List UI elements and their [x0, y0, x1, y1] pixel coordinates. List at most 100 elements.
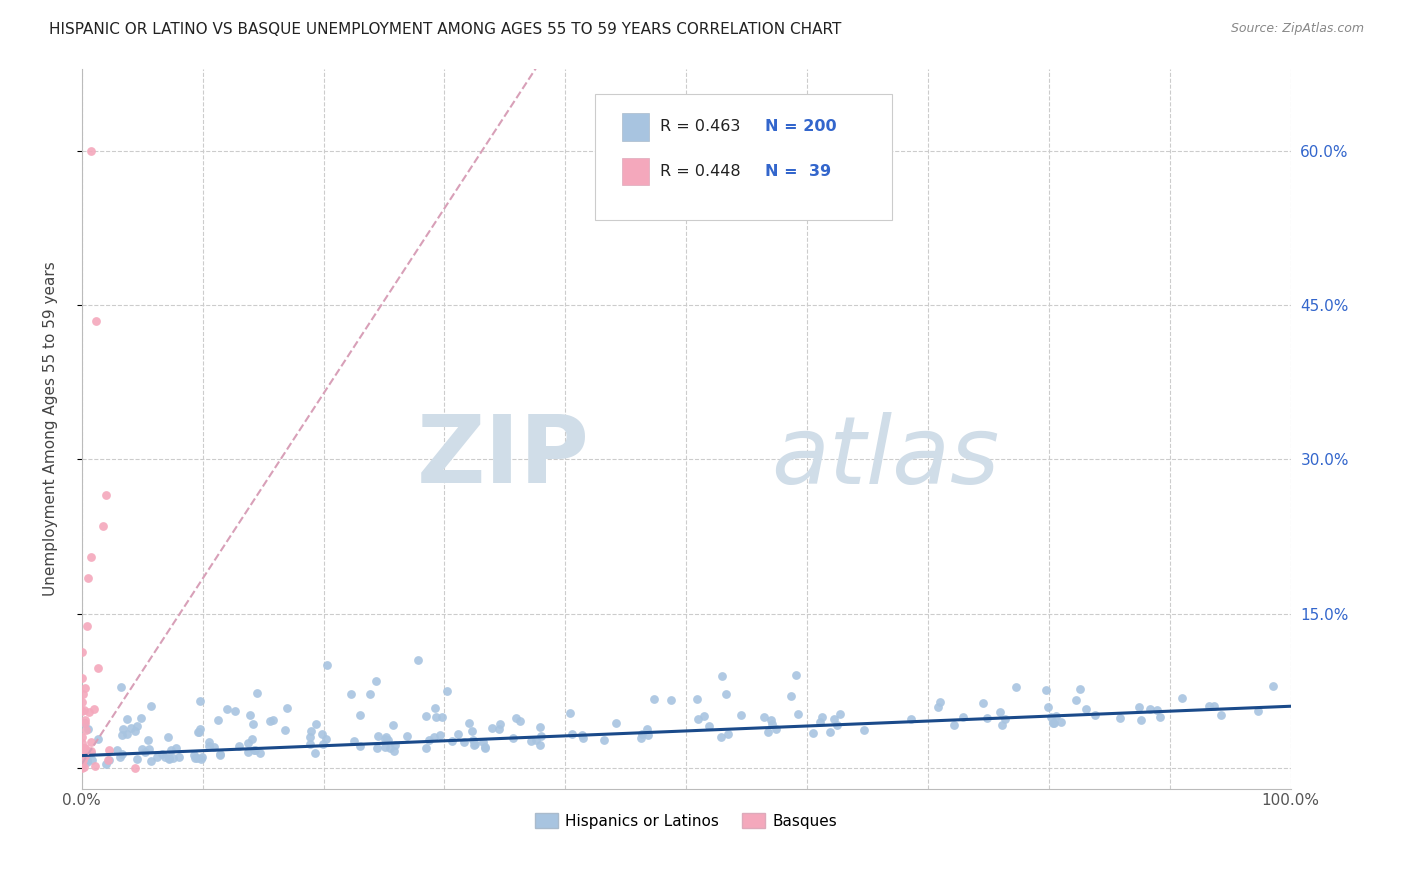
Point	[429, 728, 451, 742]
Point	[298, 737, 321, 751]
FancyBboxPatch shape	[596, 94, 891, 219]
Point	[157, 750, 180, 764]
Point	[73, 740, 96, 755]
Point	[259, 714, 281, 729]
Point	[77, 744, 100, 758]
Point	[1074, 702, 1097, 716]
Point	[1036, 700, 1059, 714]
Point	[1209, 708, 1232, 723]
Point	[382, 744, 405, 758]
Point	[686, 691, 709, 706]
Point	[558, 706, 581, 720]
Point	[77, 705, 100, 719]
Point	[97, 752, 120, 766]
Point	[77, 722, 100, 736]
Point	[765, 722, 787, 736]
Point	[1261, 679, 1284, 693]
Point	[73, 716, 96, 731]
Text: Source: ZipAtlas.com: Source: ZipAtlas.com	[1230, 22, 1364, 36]
Point	[367, 729, 389, 743]
Point	[159, 742, 181, 756]
Point	[717, 726, 740, 740]
Point	[686, 712, 709, 726]
Point	[761, 717, 783, 731]
Point	[976, 711, 998, 725]
Point	[453, 735, 475, 749]
Point	[395, 729, 418, 743]
Point	[457, 715, 479, 730]
Point	[808, 714, 831, 729]
Point	[80, 550, 103, 565]
Point	[710, 669, 733, 683]
Point	[509, 714, 531, 729]
Point	[374, 730, 396, 744]
Point	[243, 743, 266, 757]
Point	[190, 750, 212, 764]
Point	[93, 519, 115, 533]
Point	[80, 144, 103, 158]
Point	[190, 751, 212, 765]
Point	[207, 714, 229, 728]
Point	[246, 686, 269, 700]
Point	[262, 713, 284, 727]
Point	[415, 740, 437, 755]
Point	[366, 674, 388, 689]
Point	[785, 667, 807, 681]
Point	[75, 749, 97, 764]
Point	[97, 753, 120, 767]
Point	[994, 712, 1017, 726]
Point	[693, 709, 716, 723]
Point	[72, 741, 94, 756]
Text: N = 200: N = 200	[765, 120, 837, 135]
Point	[249, 746, 271, 760]
Y-axis label: Unemployment Among Ages 55 to 59 years: Unemployment Among Ages 55 to 59 years	[44, 261, 58, 596]
Point	[167, 750, 190, 764]
Point	[243, 742, 266, 756]
Point	[131, 741, 153, 756]
Point	[561, 727, 583, 741]
Point	[758, 724, 780, 739]
Point	[96, 756, 118, 771]
Point	[76, 619, 98, 633]
Point	[159, 752, 181, 766]
Point	[72, 730, 94, 744]
Point	[374, 732, 396, 747]
Point	[131, 710, 153, 724]
Point	[384, 739, 406, 753]
Point	[162, 751, 184, 765]
Point	[72, 755, 94, 769]
Point	[972, 696, 994, 710]
Point	[430, 710, 453, 724]
Point	[115, 727, 138, 741]
Point	[80, 744, 103, 758]
Point	[811, 710, 834, 724]
Point	[70, 741, 93, 756]
Point	[463, 733, 485, 747]
Point	[73, 703, 96, 717]
Point	[1139, 702, 1161, 716]
Point	[502, 731, 524, 745]
Point	[927, 699, 949, 714]
Point	[72, 749, 94, 764]
Point	[76, 571, 98, 585]
Point	[1109, 711, 1132, 725]
Point	[425, 700, 447, 714]
Point	[70, 754, 93, 768]
Point	[112, 723, 135, 737]
Point	[208, 747, 231, 762]
Point	[381, 717, 404, 731]
Point	[87, 661, 110, 675]
Point	[136, 732, 159, 747]
Point	[349, 739, 371, 753]
Point	[942, 718, 965, 732]
Point	[929, 695, 952, 709]
Point	[710, 730, 733, 744]
Point	[524, 733, 547, 747]
Point	[72, 760, 94, 774]
Point	[988, 705, 1011, 719]
Point	[150, 747, 173, 761]
Point	[198, 734, 221, 748]
Point	[70, 695, 93, 709]
Point	[124, 761, 146, 775]
Point	[474, 740, 496, 755]
